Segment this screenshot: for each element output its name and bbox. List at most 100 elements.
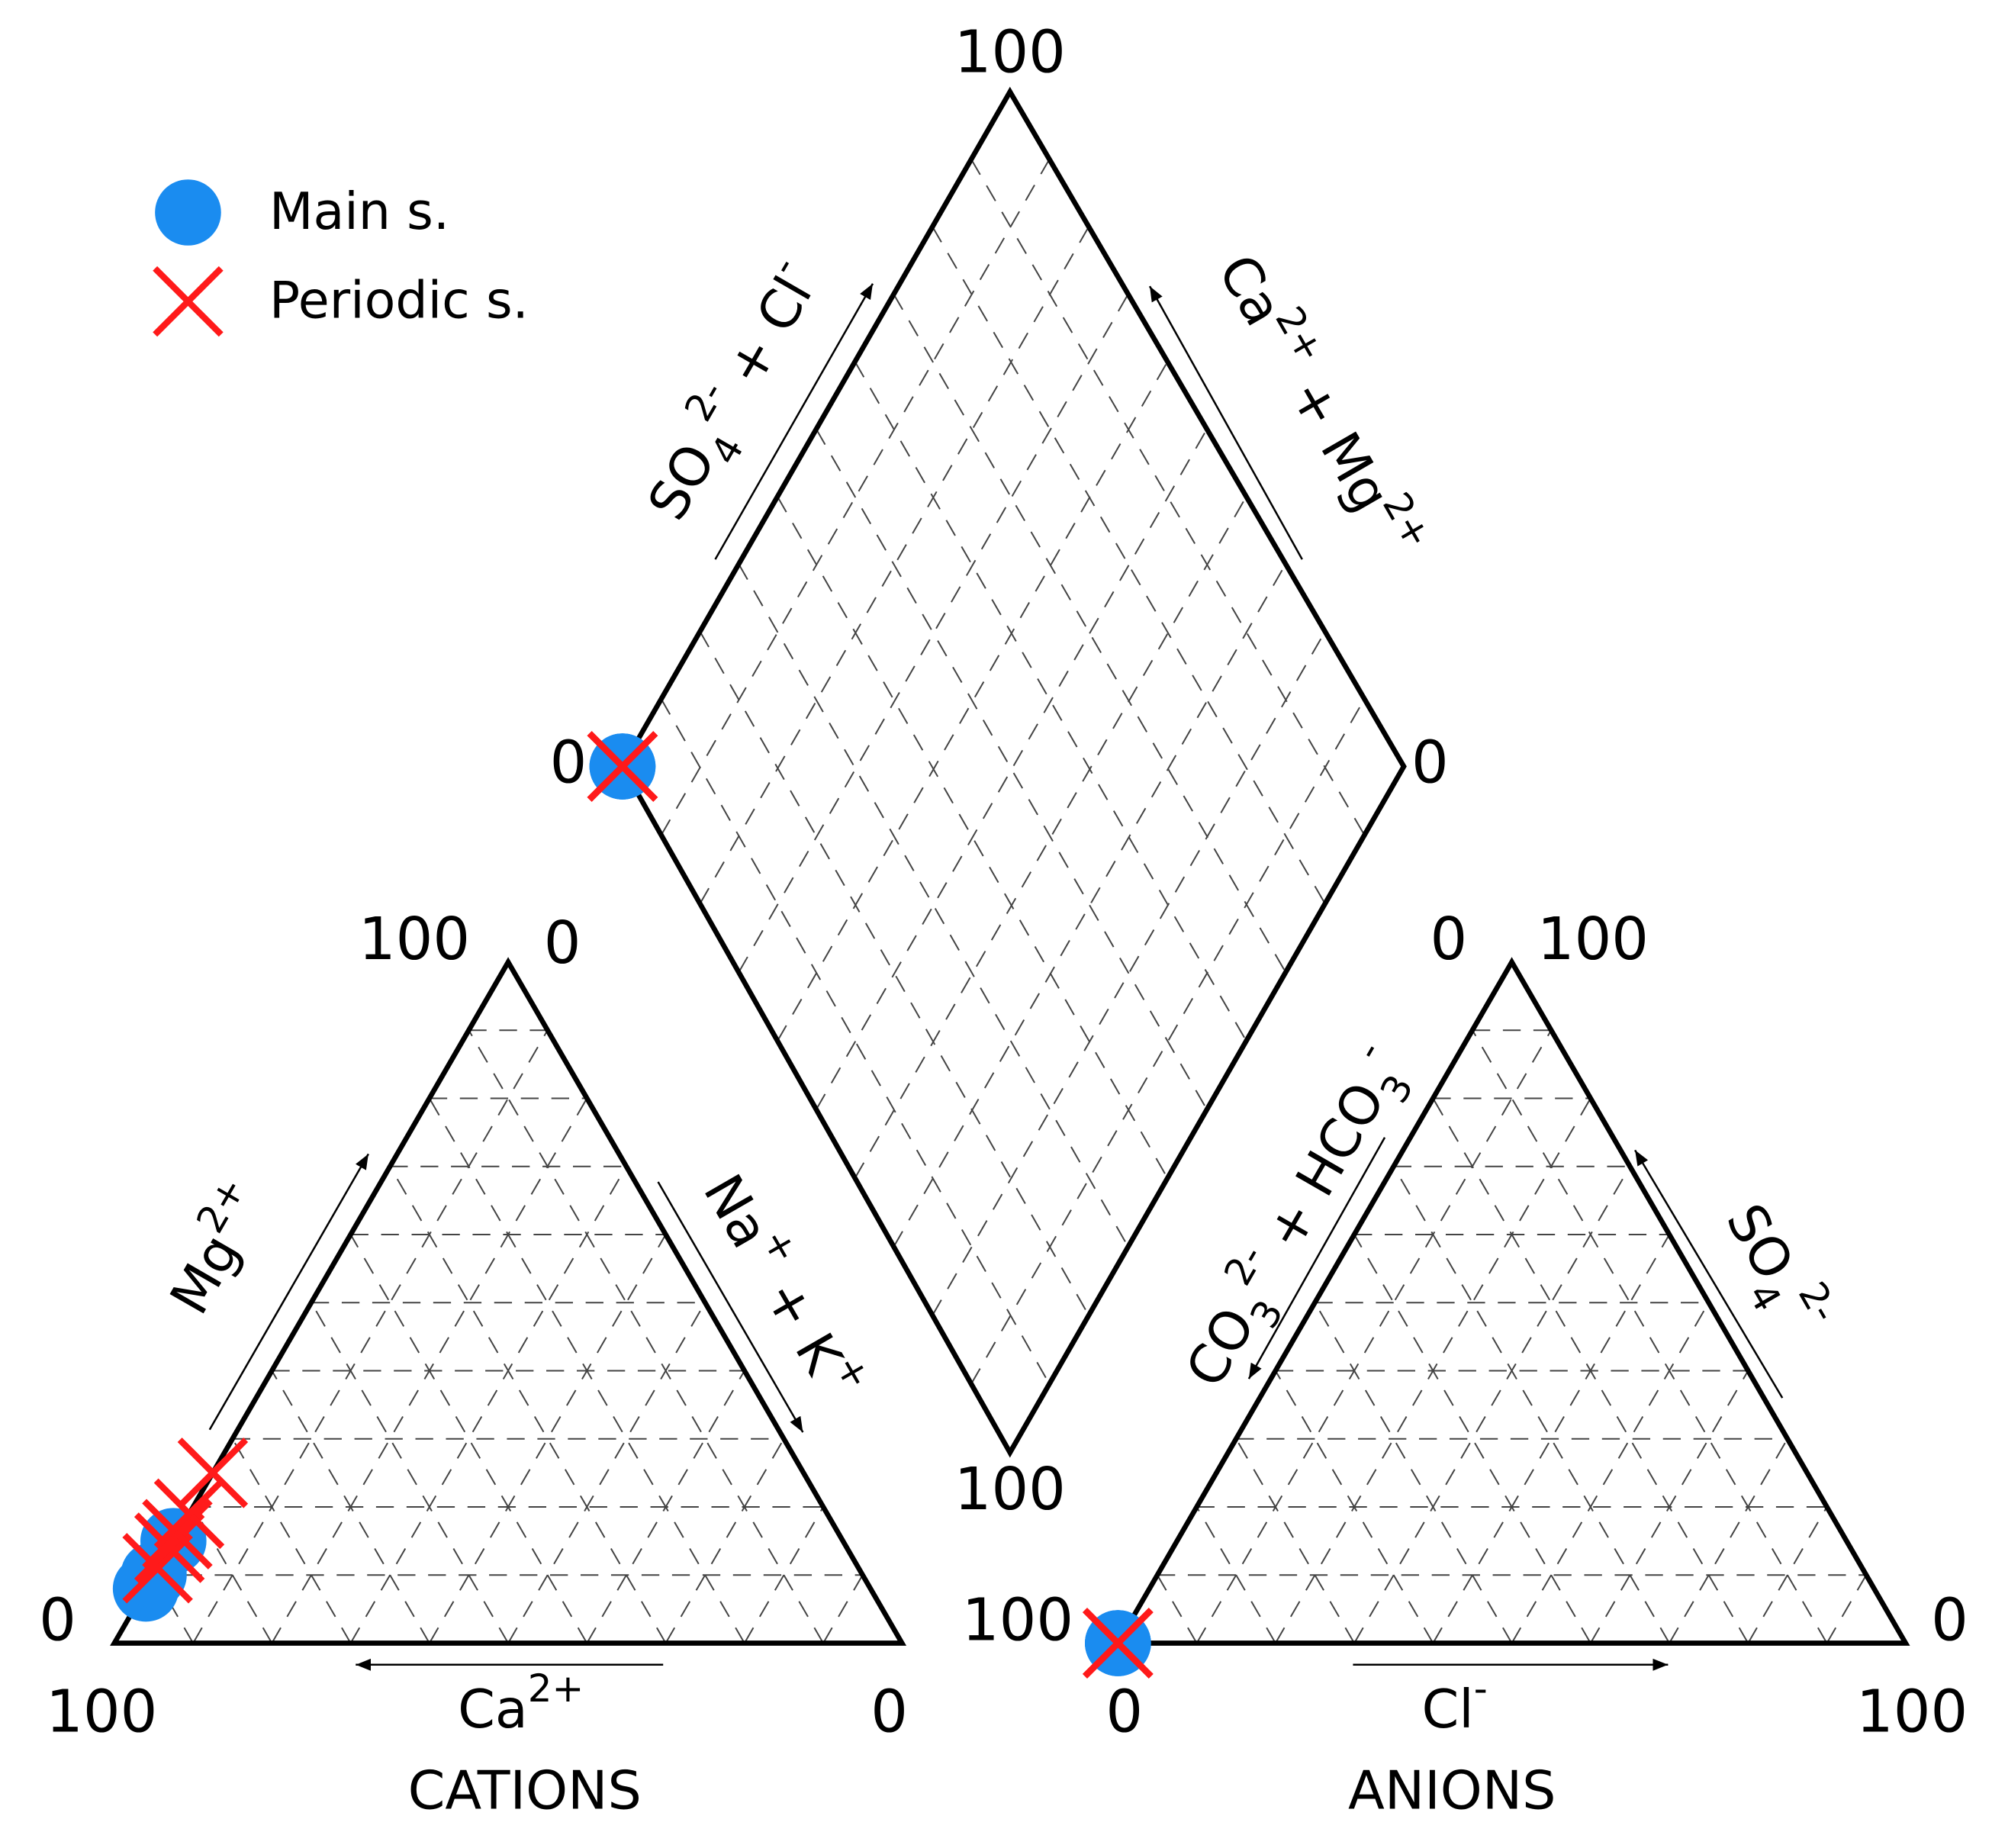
grid-line <box>1235 1438 1355 1644</box>
label-part: SO <box>1714 1194 1805 1291</box>
legend-label: Periodic s. <box>269 270 529 330</box>
grid-line <box>389 1166 667 1644</box>
grid-line <box>738 563 1129 1248</box>
grid-line <box>1511 1302 1710 1644</box>
axis-label: CO32- + HCO3- <box>1163 1033 1429 1404</box>
grid-line <box>192 1029 549 1644</box>
tick-label: 0 <box>1411 729 1449 797</box>
grid-line <box>1747 1506 1828 1644</box>
grid-line <box>271 1370 430 1644</box>
cross-stroke <box>177 1438 249 1508</box>
tick-label: 100 <box>359 906 470 974</box>
label-part: + Cl <box>706 266 825 410</box>
plot-frame <box>619 86 1407 1458</box>
axis-label: Mg2+ <box>148 1170 281 1325</box>
grid-line <box>349 1166 627 1644</box>
grid-line <box>1472 1029 1828 1644</box>
axis-title: CATIONS <box>408 1760 642 1822</box>
grid-line <box>1353 1166 1631 1644</box>
grid-line <box>893 294 1287 973</box>
grid-line <box>816 428 1208 1110</box>
axis-title: ANIONS <box>1348 1760 1556 1822</box>
grid-line <box>970 159 1366 835</box>
cross-stroke <box>587 731 658 802</box>
grid-line <box>1669 1438 1788 1644</box>
axis-label: Ca2+ + Mg2+ <box>1206 238 1441 571</box>
grid-line <box>893 563 1287 1248</box>
grid-line <box>665 1438 785 1644</box>
grid-line <box>1196 1506 1276 1644</box>
periodic-sample-point <box>1083 1608 1154 1679</box>
grid-line <box>507 1302 706 1644</box>
grid-line <box>699 631 1089 1316</box>
tick-label: 0 <box>870 1678 908 1746</box>
grid-line <box>932 226 1326 904</box>
grid-line <box>1826 1574 1868 1644</box>
grid-line <box>660 698 1051 1385</box>
grid-line <box>854 496 1247 1179</box>
label-part: Ca <box>458 1679 528 1740</box>
legend-marker <box>153 266 224 337</box>
grid-line <box>777 361 1169 1042</box>
grid-line <box>1314 1302 1513 1644</box>
tick-label: 0 <box>550 729 587 797</box>
tick-label: 0 <box>1105 1678 1143 1746</box>
grid-line <box>1589 1370 1749 1644</box>
tick-label: 100 <box>46 1678 157 1746</box>
grid-line <box>743 1506 824 1644</box>
plot-frame <box>1113 957 1910 1646</box>
tick-label: 0 <box>39 1586 76 1654</box>
periodic-sample-point <box>122 1533 193 1604</box>
grid-line <box>1392 1166 1670 1644</box>
arrow <box>1148 285 1303 560</box>
arrow <box>714 283 874 560</box>
grid-line <box>822 1574 864 1644</box>
tick-label: 0 <box>1931 1586 1968 1654</box>
label-part: Mg <box>159 1225 253 1325</box>
tick-label: 0 <box>544 910 581 977</box>
grid-line <box>816 428 1208 1110</box>
periodic-sample-point <box>177 1438 249 1508</box>
grid-line <box>586 1370 745 1644</box>
label-part: Cl <box>1421 1679 1473 1740</box>
periodic-sample-point <box>587 731 658 802</box>
grid-line <box>311 1302 509 1644</box>
grid-line <box>1157 1574 1198 1644</box>
label-part: - <box>1345 1033 1390 1067</box>
grid-line <box>231 1438 352 1644</box>
grid-line <box>777 496 1169 1179</box>
grid-line <box>738 294 1129 973</box>
cross-stroke <box>153 1478 225 1550</box>
grid-line <box>468 1029 824 1644</box>
label-part: + Mg <box>1269 354 1401 522</box>
grid-line <box>932 631 1326 1316</box>
arrow <box>1247 1137 1386 1380</box>
arrow <box>208 1153 369 1431</box>
label-part: 2+ <box>528 1666 584 1711</box>
tick-label: 0 <box>1430 906 1468 974</box>
periodic-sample-point <box>153 1478 225 1550</box>
cross-stroke <box>122 1533 193 1604</box>
legend-marker <box>155 179 221 246</box>
tick-label: 100 <box>962 1586 1073 1654</box>
grid-line <box>660 159 1051 835</box>
plot-frame <box>110 957 907 1646</box>
grid-line <box>699 226 1089 904</box>
grid-line <box>1196 1029 1553 1644</box>
label-part: + HCO <box>1245 1072 1398 1274</box>
tick-label: 100 <box>1537 906 1649 974</box>
legend-label: Main s. <box>269 182 449 241</box>
cross-stroke <box>153 266 224 337</box>
arrow <box>657 1181 804 1433</box>
grid-line <box>1274 1370 1434 1644</box>
axis-label: Na+ + K+ <box>691 1158 880 1412</box>
cross-stroke <box>134 1512 205 1583</box>
tick-label: 100 <box>1856 1678 1968 1746</box>
grid-line <box>854 361 1247 1042</box>
axis-label: Cl- <box>1421 1666 1487 1741</box>
tick-label: 100 <box>954 1456 1066 1524</box>
arrow <box>1634 1149 1784 1399</box>
grid-line <box>970 698 1366 1385</box>
